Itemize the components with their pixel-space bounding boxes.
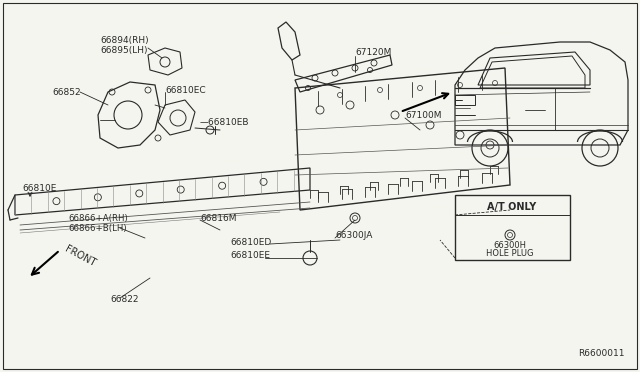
Text: 66810ED: 66810ED [230,237,271,247]
Text: 67100M: 67100M [405,110,442,119]
Text: 66866+A(RH): 66866+A(RH) [68,214,128,222]
Text: —66810EB: —66810EB [200,118,250,126]
Text: 66895(LH): 66895(LH) [100,45,147,55]
Text: 66816M: 66816M [200,214,237,222]
Text: 67120M: 67120M [355,48,392,57]
Bar [455,195,570,260]
Text: R6600011: R6600011 [579,349,625,358]
Text: 66810E: 66810E [22,183,56,192]
Text: A/T ONLY: A/T ONLY [488,202,536,212]
Text: 66852: 66852 [52,87,81,96]
Text: 66300H: 66300H [493,241,527,250]
Text: FRONT: FRONT [63,244,97,268]
Text: 66894(RH): 66894(RH) [100,35,148,45]
Text: 66866+B(LH): 66866+B(LH) [68,224,127,232]
Text: HOLE PLUG: HOLE PLUG [486,248,534,257]
Text: 66810EE: 66810EE [230,250,270,260]
Text: 66822: 66822 [110,295,138,305]
Text: 66300JA: 66300JA [335,231,372,240]
Text: 66810EC: 66810EC [165,86,205,94]
